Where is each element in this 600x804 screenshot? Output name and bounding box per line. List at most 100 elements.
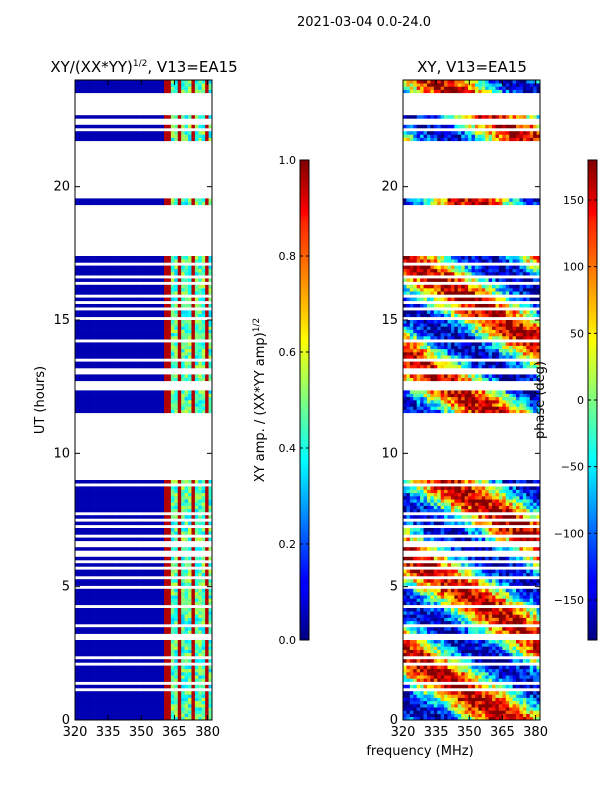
amplitude-cell — [102, 138, 106, 142]
amplitude-cell — [102, 666, 106, 670]
amplitude-cell — [137, 701, 141, 705]
amplitude-cell — [113, 342, 117, 346]
amplitude-cell — [157, 666, 161, 670]
amplitude-cell — [164, 675, 168, 679]
amplitude-cell — [195, 653, 199, 657]
amplitude-cell — [178, 125, 182, 129]
amplitude-cell — [113, 304, 117, 308]
amplitude-cell — [75, 336, 79, 340]
phase-cell — [472, 675, 476, 679]
amplitude-cell — [116, 595, 120, 599]
amplitude-cell — [157, 659, 161, 663]
amplitude-cell — [113, 352, 117, 356]
amplitude-cell — [92, 400, 96, 404]
amplitude-cell — [150, 256, 154, 260]
phase-cell — [465, 691, 469, 695]
amplitude-cell — [191, 397, 195, 401]
amplitude-cell — [130, 403, 134, 407]
amplitude-cell — [130, 669, 134, 673]
phase-cell — [523, 646, 527, 650]
amplitude-cell — [75, 602, 79, 606]
phase-cell — [516, 698, 520, 702]
amplitude-cell — [181, 397, 185, 401]
amplitude-cell — [140, 202, 144, 206]
amplitude-cell — [140, 506, 144, 510]
amplitude-cell — [181, 509, 185, 513]
amplitude-cell — [167, 509, 171, 513]
amplitude-cell — [181, 608, 185, 612]
phase-cell — [519, 627, 523, 631]
amplitude-cell — [164, 528, 168, 532]
phase-cell — [424, 701, 428, 705]
amplitude-cell — [137, 83, 141, 87]
amplitude-cell — [130, 269, 134, 273]
amplitude-cell — [120, 285, 124, 289]
amplitude-cell — [113, 330, 117, 334]
amplitude-cell — [75, 669, 79, 673]
amplitude-cell — [202, 710, 206, 714]
amplitude-cell — [120, 694, 124, 698]
amplitude-cell — [85, 493, 89, 497]
amplitude-cell — [102, 598, 106, 602]
amplitude-cell — [147, 362, 151, 366]
amplitude-cell — [144, 406, 148, 410]
phase-cell — [465, 653, 469, 657]
amplitude-cell — [195, 378, 199, 382]
amplitude-cell — [174, 515, 178, 519]
amplitude-cell — [137, 570, 141, 574]
phase-cell — [406, 691, 410, 695]
amplitude-cell — [92, 704, 96, 708]
amplitude-cell — [85, 349, 89, 353]
amplitude-cell — [147, 538, 151, 542]
phase-cell — [465, 707, 469, 711]
amplitude-cell — [89, 304, 93, 308]
amplitude-cell — [99, 320, 103, 324]
amplitude-cell — [161, 579, 165, 583]
amplitude-cell — [171, 675, 175, 679]
amplitude-cell — [164, 288, 168, 292]
amplitude-cell — [198, 710, 202, 714]
amplitude-cell — [92, 611, 96, 615]
amplitude-cell — [123, 406, 127, 410]
amplitude-cell — [140, 493, 144, 497]
amplitude-cell — [113, 704, 117, 708]
amplitude-cell — [202, 502, 206, 506]
amplitude-cell — [78, 685, 82, 689]
phase-cell — [533, 704, 537, 708]
amplitude-cell — [130, 115, 134, 119]
amplitude-cell — [154, 278, 158, 282]
phase-cell — [430, 698, 434, 702]
amplitude-cell — [164, 278, 168, 282]
figure-suptitle: 2021-03-04 0.0-24.0 — [297, 15, 431, 30]
amplitude-cell — [133, 653, 137, 657]
amplitude-cell — [161, 285, 165, 289]
phase-cell — [458, 640, 462, 644]
phase-cell — [519, 701, 523, 705]
amplitude-cell — [147, 480, 151, 484]
amplitude-cell — [116, 582, 120, 586]
phase-cell — [485, 650, 489, 654]
amplitude-cell — [137, 557, 141, 561]
amplitude-cell — [82, 694, 86, 698]
amplitude-cell — [89, 349, 93, 353]
amplitude-cell — [130, 646, 134, 650]
phase-cell — [437, 646, 441, 650]
phase-cell — [506, 675, 510, 679]
phase-cell — [523, 694, 527, 698]
amplitude-cell — [133, 589, 137, 593]
phase-cell — [406, 694, 410, 698]
amplitude-cell — [185, 595, 189, 599]
colorbar-tick-label: 0.0 — [279, 634, 297, 647]
amplitude-cell — [161, 342, 165, 346]
amplitude-cell — [161, 675, 165, 679]
phase-cell — [468, 666, 472, 670]
amplitude-cell — [106, 310, 110, 314]
phase-cell — [444, 640, 448, 644]
phase-cell — [424, 675, 428, 679]
amplitude-cell — [78, 285, 82, 289]
amplitude-cell — [123, 608, 127, 612]
phase-cell — [482, 650, 486, 654]
amplitude-cell — [82, 115, 86, 119]
amplitude-cell — [144, 310, 148, 314]
phase-cell — [502, 646, 506, 650]
